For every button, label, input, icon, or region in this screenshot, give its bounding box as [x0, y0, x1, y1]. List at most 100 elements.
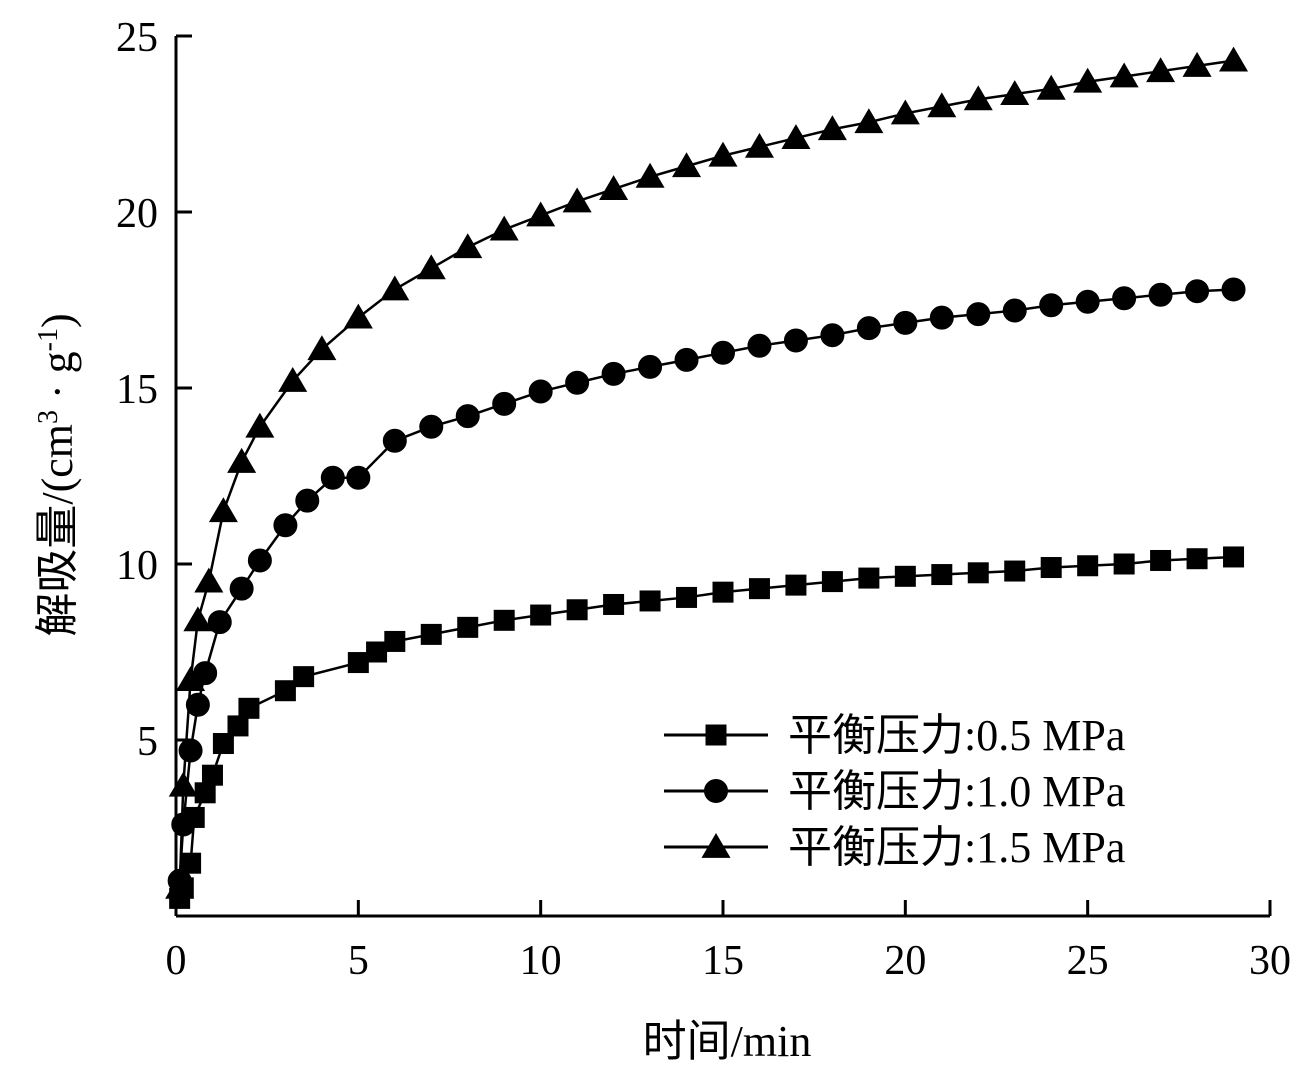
data-point — [674, 347, 699, 372]
data-point — [601, 361, 626, 386]
data-point — [273, 513, 298, 538]
series-square — [169, 546, 1245, 909]
data-point — [526, 201, 556, 227]
series-triangle — [165, 46, 1249, 899]
data-point — [785, 574, 807, 596]
data-point — [712, 581, 734, 603]
x-tick-label: 15 — [702, 938, 744, 984]
data-point — [858, 567, 880, 589]
data-point — [893, 310, 918, 335]
y-tick-label: 5 — [137, 719, 158, 765]
data-point — [420, 623, 442, 645]
data-point — [820, 323, 845, 348]
data-point — [781, 124, 811, 149]
data-point — [856, 316, 881, 341]
axes: 0 5 10 15 20 25 30 5 10 15 20 25 — [116, 15, 1291, 984]
data-point — [384, 630, 406, 652]
data-point — [274, 680, 296, 702]
x-tick-label: 0 — [166, 938, 187, 984]
data-point — [489, 215, 519, 241]
data-point — [419, 414, 444, 439]
data-point — [817, 115, 847, 141]
data-point — [194, 567, 224, 593]
data-point — [245, 412, 275, 438]
data-point — [1223, 546, 1245, 568]
x-tick-label: 5 — [348, 938, 369, 984]
data-point — [635, 162, 665, 188]
legend-label: 平衡压力:1.5 MPa — [788, 823, 1125, 872]
data-point — [1039, 293, 1064, 318]
data-point — [1036, 74, 1066, 100]
data-point — [380, 275, 410, 301]
data-point — [528, 379, 553, 404]
data-point — [1002, 298, 1027, 323]
data-point — [1148, 282, 1173, 307]
legend-label: 平衡压力:0.5 MPa — [788, 711, 1125, 760]
data-point — [212, 733, 234, 755]
y-tick-label: 15 — [116, 367, 158, 413]
data-point — [747, 333, 772, 358]
data-point — [278, 366, 308, 392]
data-point — [208, 497, 238, 523]
legend-item: 平衡压力:0.5 MPa — [664, 711, 1125, 760]
data-point — [176, 666, 206, 692]
data-point — [783, 328, 808, 353]
data-point — [1004, 560, 1026, 582]
data-point — [1073, 67, 1103, 93]
data-point — [1221, 277, 1246, 302]
data-point — [1040, 557, 1062, 579]
data-point — [168, 771, 198, 797]
data-point — [599, 175, 629, 201]
data-point — [185, 692, 210, 717]
x-tick-label: 20 — [884, 938, 926, 984]
legend: 平衡压力:0.5 MPa 平衡压力:1.0 MPa 平衡压力:1.5 MPa — [664, 711, 1125, 872]
data-point — [854, 108, 884, 134]
data-point — [1186, 548, 1208, 570]
data-point — [1077, 555, 1099, 577]
data-point — [1182, 51, 1212, 77]
x-tick-label: 30 — [1249, 938, 1291, 984]
data-point — [320, 465, 345, 490]
data-point — [672, 152, 702, 178]
data-point — [493, 609, 515, 631]
data-point — [821, 571, 843, 593]
x-axis-title: 时间/min — [643, 1017, 812, 1066]
data-point — [929, 305, 954, 330]
data-point — [931, 564, 953, 586]
data-point — [416, 254, 446, 280]
data-point — [1185, 279, 1210, 304]
series-circle — [167, 277, 1246, 893]
legend-marker — [705, 724, 727, 746]
data-point — [382, 428, 407, 453]
data-point — [1113, 553, 1135, 575]
legend-label: 平衡压力:1.0 MPa — [788, 767, 1125, 816]
data-point — [711, 340, 735, 365]
data-point — [603, 593, 625, 615]
data-point — [343, 303, 373, 329]
data-point — [1219, 46, 1249, 72]
data-point — [229, 576, 254, 601]
x-tick-label: 25 — [1067, 938, 1109, 984]
data-point — [201, 764, 223, 786]
y-tick-label: 20 — [116, 191, 158, 237]
data-point — [1150, 549, 1172, 571]
data-point — [194, 782, 216, 804]
data-point — [492, 391, 517, 416]
data-point — [966, 302, 991, 327]
data-point — [963, 85, 993, 111]
data-point — [638, 354, 663, 379]
data-point — [1000, 80, 1030, 105]
data-point — [227, 447, 257, 473]
data-point — [165, 873, 195, 899]
data-point — [565, 370, 590, 395]
data-point — [639, 590, 661, 612]
data-point — [530, 604, 552, 626]
data-point — [247, 548, 272, 573]
legend-marker — [704, 779, 728, 803]
data-point — [346, 465, 371, 490]
data-point — [566, 599, 588, 621]
data-point — [967, 562, 989, 584]
data-point — [676, 586, 698, 608]
data-point — [708, 141, 738, 167]
data-point — [366, 641, 388, 663]
